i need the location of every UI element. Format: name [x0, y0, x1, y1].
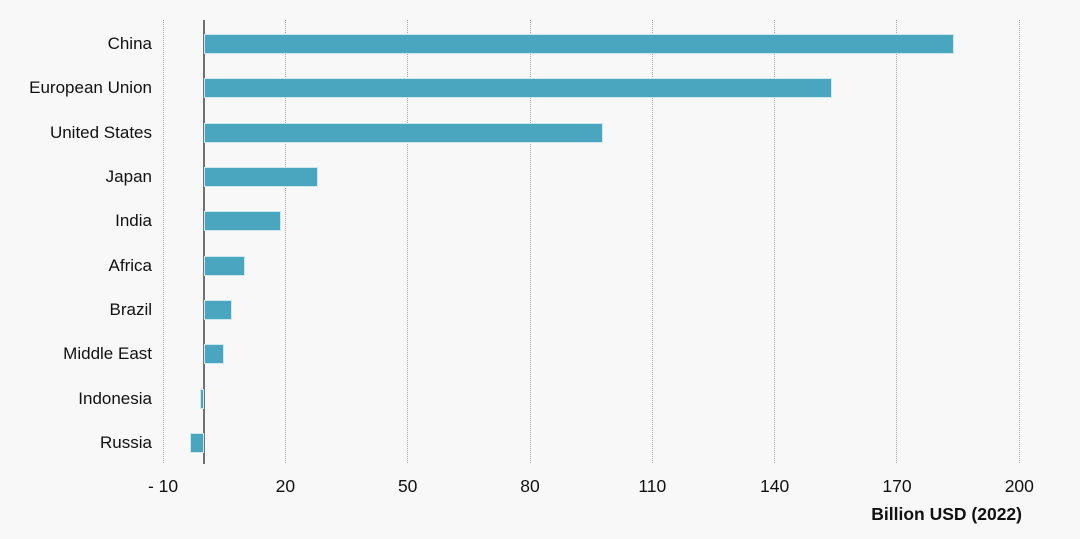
x-tick-label-110: 110	[638, 476, 667, 496]
gridline-80	[529, 20, 531, 463]
category-label-africa: Africa	[108, 255, 152, 275]
bar-middle-east	[203, 344, 225, 365]
category-label-indonesia: Indonesia	[78, 388, 152, 408]
bar-russia	[189, 432, 204, 453]
x-tick-label-170: 170	[882, 476, 912, 496]
gridline-50	[407, 20, 409, 463]
gridline-20	[284, 20, 286, 463]
x-tick-label-50: 50	[397, 476, 418, 496]
category-label-united-states: United States	[49, 122, 152, 142]
x-tick-label-20: 20	[275, 476, 296, 496]
category-label-japan: Japan	[105, 166, 152, 186]
bar-united-states	[203, 122, 604, 143]
bar-brazil	[203, 299, 233, 320]
x-tick-label-80: 80	[520, 476, 540, 496]
category-label-middle-east: Middle East	[63, 344, 152, 364]
category-label-russia: Russia	[100, 432, 152, 452]
x-tick-label-200: 200	[1004, 476, 1034, 496]
bar-indonesia	[199, 388, 204, 409]
bar-japan	[203, 166, 318, 187]
gridline--10	[162, 20, 164, 463]
category-label-china: China	[107, 34, 152, 53]
x-tick-label--10: - 10	[147, 476, 179, 496]
category-label-brazil: Brazil	[109, 299, 152, 319]
category-label-india: India	[115, 211, 152, 231]
zero-axis-line	[202, 20, 205, 464]
gridline-200	[1018, 20, 1020, 463]
bar-india	[203, 211, 282, 232]
bar-africa	[203, 255, 245, 276]
category-label-european-union: European Union	[29, 78, 152, 98]
bar-china	[203, 34, 955, 54]
x-tick-label-140: 140	[760, 476, 790, 496]
gridline-170	[896, 20, 898, 463]
gridline-110	[651, 20, 653, 463]
bar-european-union	[203, 78, 832, 99]
x-axis-title: Billion USD (2022)	[871, 504, 1022, 524]
gridline-140	[774, 20, 776, 463]
